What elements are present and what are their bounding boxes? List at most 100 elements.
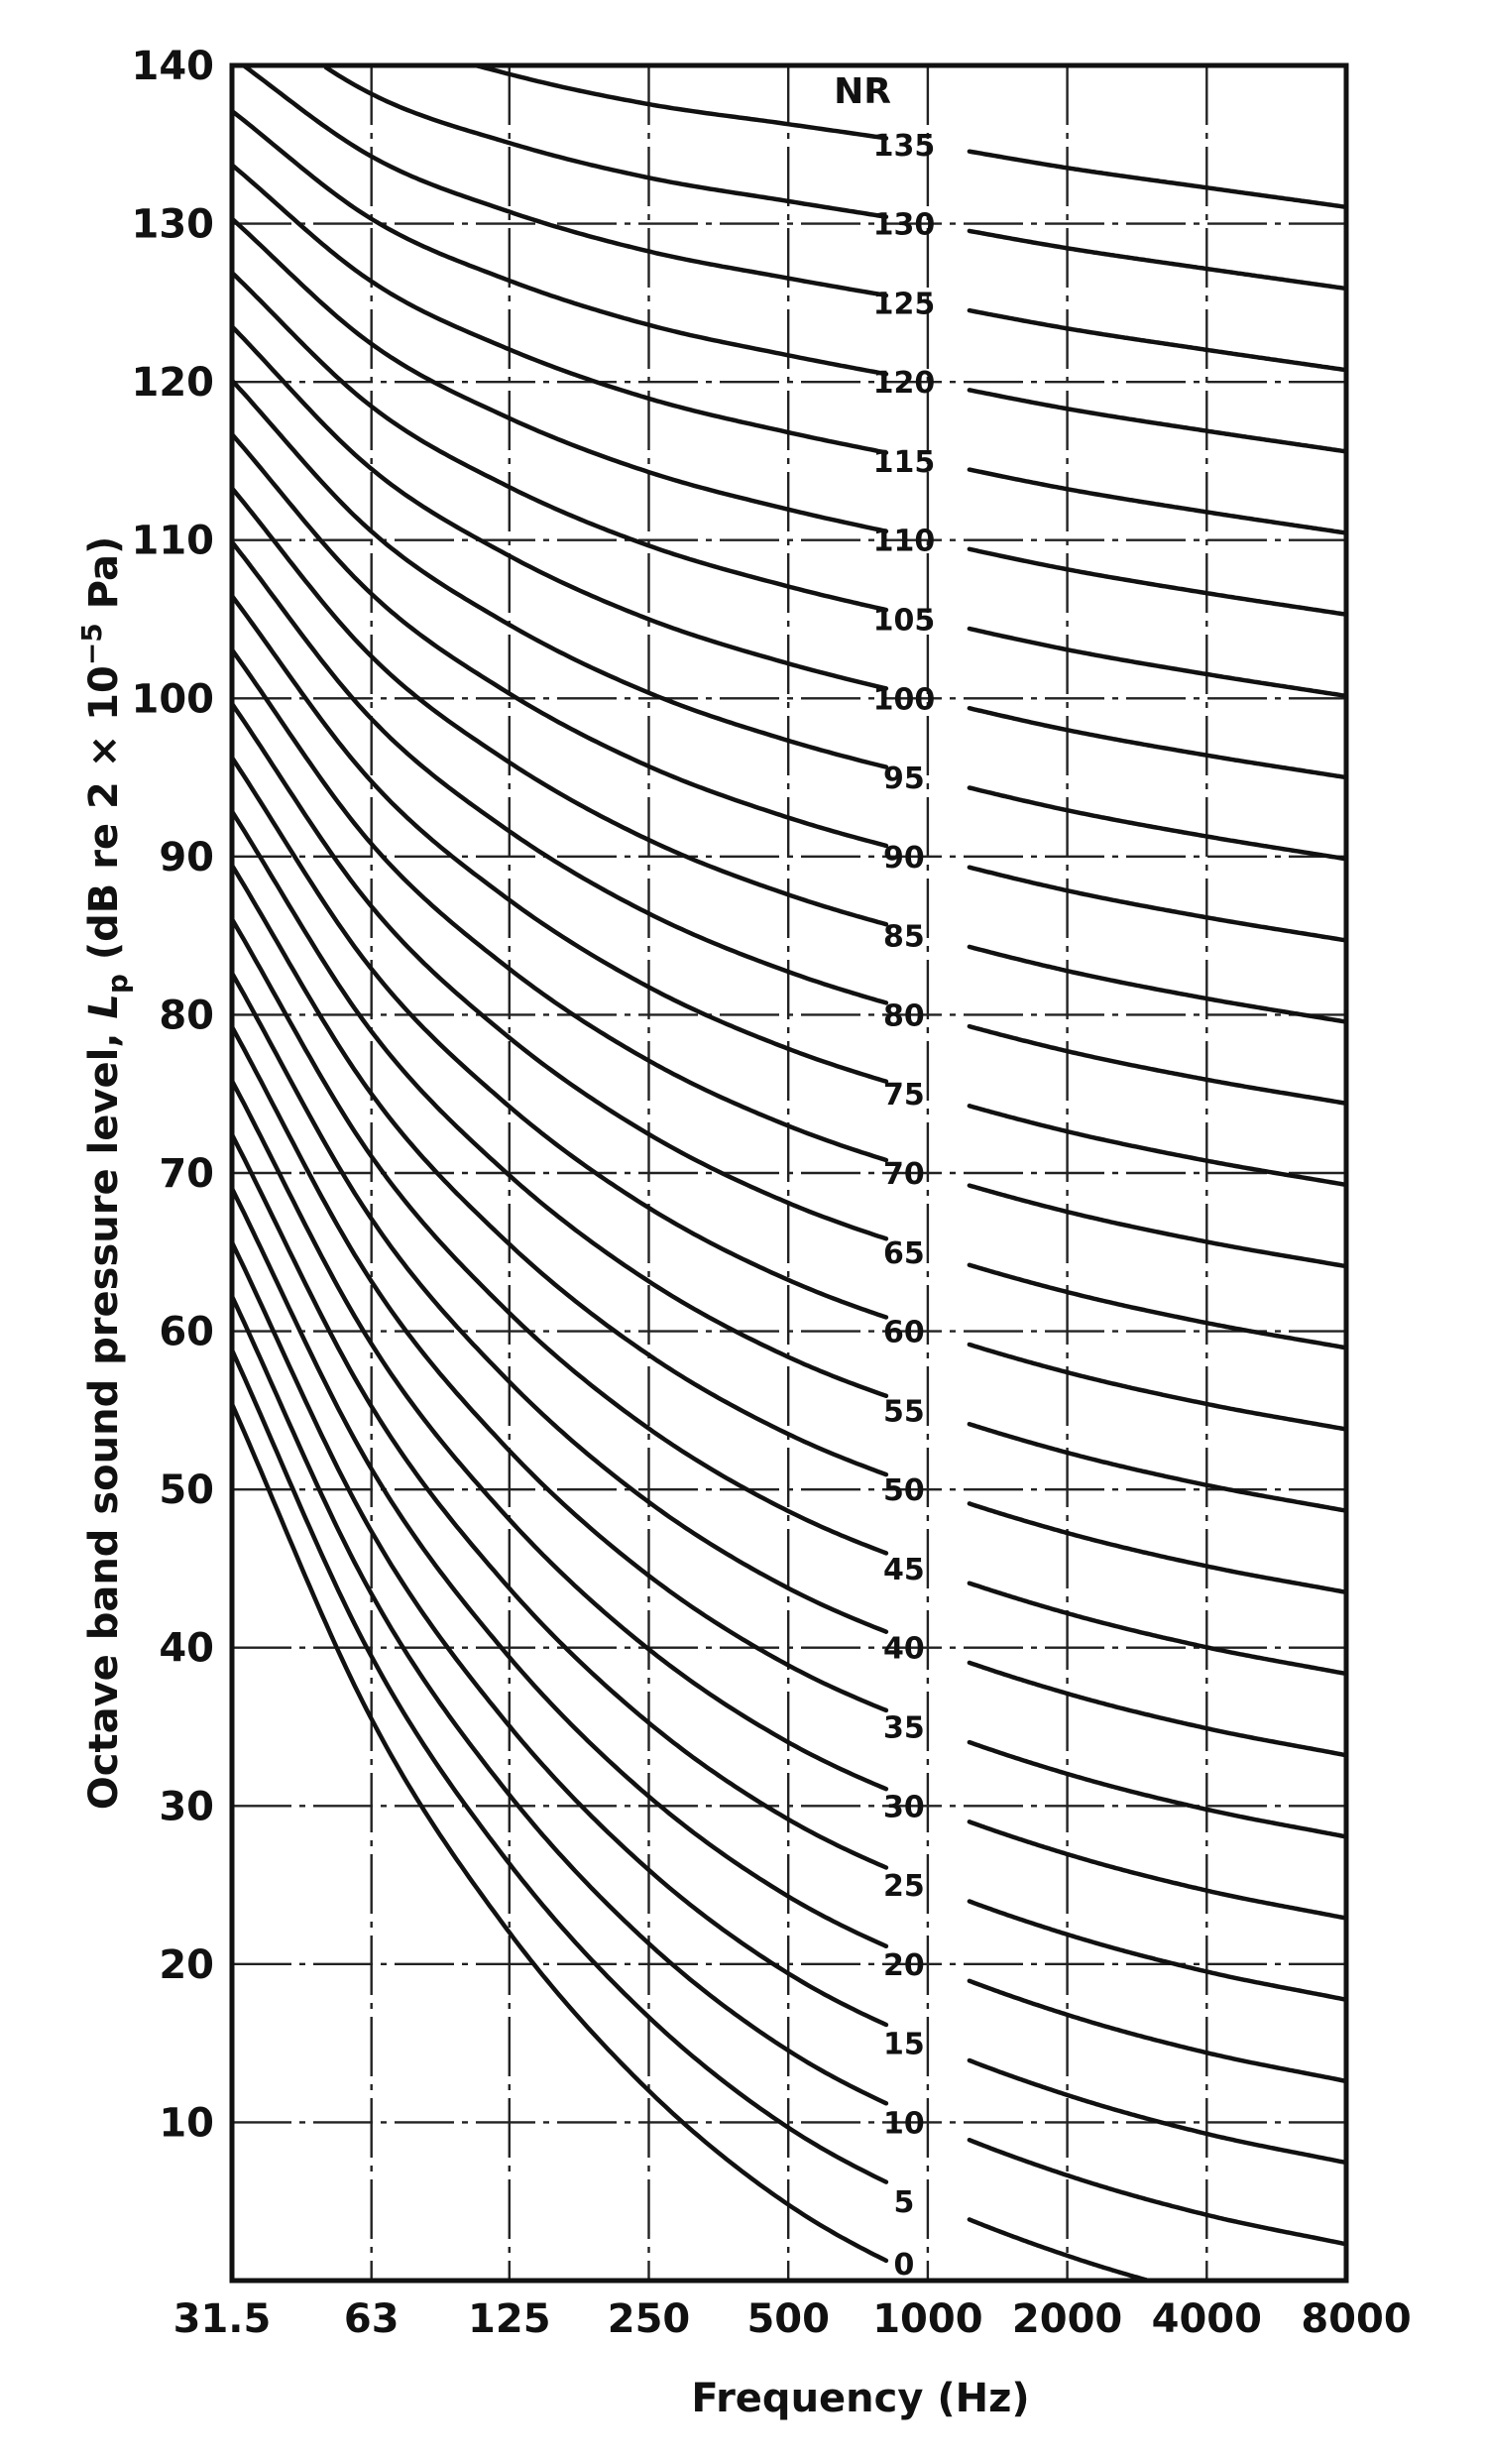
y-tick-label: 70 bbox=[159, 1151, 214, 1197]
y-tick-label: 130 bbox=[132, 202, 215, 248]
x-axis-ticks: 31.5 63 125 250 500 1000 2000 4000 8000 bbox=[173, 2296, 1412, 2342]
nr-label-set: 0 5 10 15 20 25 30 35 40 45 50 55 60 65 70 75 80 85 90 95 10… bbox=[873, 129, 936, 2283]
nr-curve-set bbox=[229, 63, 1349, 2283]
nr-curve-right bbox=[967, 388, 1349, 454]
y-axis-title-unit-post: Pa) bbox=[81, 536, 127, 623]
nr-curve-right bbox=[967, 1739, 1349, 1839]
nr-curve-label: 15 bbox=[883, 2028, 925, 2062]
nr-curve-label: 50 bbox=[883, 1473, 925, 1508]
nr-curve-label: 135 bbox=[873, 129, 936, 164]
nr-curve bbox=[229, 1078, 1349, 1921]
nr-curve-right bbox=[967, 785, 1349, 862]
nr-curve-label: 10 bbox=[883, 2106, 925, 2141]
nr-curve-left bbox=[242, 63, 889, 298]
nr-curve-right bbox=[967, 1023, 1349, 1107]
x-tick-label: 125 bbox=[468, 2296, 551, 2342]
nr-curve-right bbox=[967, 1501, 1349, 1595]
nr-curve-left bbox=[229, 1132, 889, 1870]
nr-curve-right bbox=[967, 865, 1349, 943]
nr-curve bbox=[229, 1401, 889, 2264]
nr-curve-right bbox=[967, 2217, 1149, 2283]
nr-curve bbox=[229, 1348, 1149, 2283]
nr-curve bbox=[229, 647, 1349, 1269]
nr-curve bbox=[229, 216, 1349, 617]
nr-curve-right bbox=[967, 149, 1349, 210]
nr-curve-left bbox=[229, 916, 889, 1556]
nr-curve-right bbox=[967, 1978, 1349, 2084]
y-axis-title-unit-exp: −5 bbox=[75, 623, 108, 665]
nr-curve-right bbox=[967, 1421, 1349, 1513]
nr-curve bbox=[229, 809, 1349, 1513]
nr-curve bbox=[229, 431, 1349, 943]
nr-curve-label: 110 bbox=[873, 525, 936, 559]
nr-curve-left bbox=[229, 593, 889, 1084]
y-tick-label: 20 bbox=[159, 1942, 214, 1988]
x-tick-label: 63 bbox=[344, 2296, 400, 2342]
nr-curve-right bbox=[967, 1262, 1349, 1350]
nr-curve bbox=[229, 1024, 1349, 1839]
y-axis-title: Octave band sound pressure level, Lp (dB… bbox=[75, 536, 134, 1811]
nr-curve-right bbox=[967, 1342, 1349, 1432]
nr-curve-label: 75 bbox=[883, 1078, 925, 1113]
nr-curve-left bbox=[229, 1294, 889, 2106]
nr-curve-label: 30 bbox=[883, 1790, 925, 1824]
nr-curve-left bbox=[229, 1239, 889, 2028]
nr-curve-label: 105 bbox=[873, 604, 936, 639]
y-axis-title-unit-pre: (dB re 2 × 10 bbox=[81, 665, 127, 974]
y-axis-title-var: L bbox=[81, 994, 127, 1019]
nr-curve-right bbox=[967, 1660, 1349, 1758]
nr-curve-label: 20 bbox=[883, 1948, 925, 1983]
nr-curve-right bbox=[967, 467, 1349, 535]
nr-curve-right bbox=[967, 1104, 1349, 1188]
nr-curve-left bbox=[229, 324, 889, 691]
nr-curve-right bbox=[967, 546, 1349, 617]
nr-curve-left bbox=[229, 809, 889, 1399]
nr-curve bbox=[229, 324, 1349, 780]
nr-curve-label: 100 bbox=[873, 682, 936, 717]
nr-series-heading: NR bbox=[834, 71, 891, 112]
nr-curve-right bbox=[967, 626, 1349, 699]
nr-curve-right bbox=[967, 307, 1349, 373]
nr-curve-label: 130 bbox=[873, 208, 936, 243]
nr-curve-label: 115 bbox=[873, 445, 936, 480]
nr-curve-label: 35 bbox=[883, 1711, 925, 1746]
nr-curve bbox=[229, 378, 1349, 862]
nr-curve-left bbox=[229, 163, 889, 455]
nr-curve-left bbox=[229, 755, 889, 1320]
nr-curve-right bbox=[967, 1819, 1349, 1921]
nr-curve bbox=[229, 539, 1349, 1107]
nr-curve-left bbox=[229, 539, 889, 1005]
nr-curve-left bbox=[229, 378, 889, 769]
nr-curve bbox=[229, 593, 1349, 1188]
nr-curve bbox=[229, 1239, 1349, 2166]
nr-curve bbox=[229, 1294, 1349, 2247]
nr-curve-label: 120 bbox=[873, 366, 936, 401]
nr-curve bbox=[229, 486, 1349, 1024]
grid bbox=[232, 65, 1346, 2281]
y-axis-ticks: 10 20 30 40 50 60 70 80 90 100 110 120 130 140 bbox=[132, 44, 215, 2146]
nr-curve-label: 5 bbox=[893, 2185, 914, 2220]
nr-curve-label: 60 bbox=[883, 1316, 925, 1350]
nr-curve-left bbox=[229, 270, 889, 613]
nr-curve bbox=[229, 916, 1349, 1677]
nr-curve-left bbox=[229, 1348, 889, 2184]
nr-curve bbox=[229, 1132, 1349, 2003]
nr-curve-right bbox=[967, 705, 1349, 780]
nr-curve-left bbox=[475, 63, 889, 141]
nr-curve-right bbox=[967, 1899, 1349, 2003]
y-tick-label: 10 bbox=[159, 2100, 214, 2146]
nr-curve-label: 45 bbox=[883, 1553, 925, 1587]
y-tick-label: 120 bbox=[132, 360, 215, 406]
x-axis-title: Frequency (Hz) bbox=[691, 2376, 1029, 2421]
nr-curve-label: 95 bbox=[883, 762, 925, 796]
x-tick-label: 4000 bbox=[1152, 2296, 1262, 2342]
x-tick-label: 2000 bbox=[1012, 2296, 1122, 2342]
nr-curve-label: 90 bbox=[883, 841, 925, 876]
nr-curve bbox=[229, 270, 1349, 699]
y-tick-label: 100 bbox=[132, 676, 215, 722]
y-tick-label: 40 bbox=[159, 1626, 214, 1672]
nr-curve-label: 55 bbox=[883, 1394, 925, 1429]
nr-curve-label: 70 bbox=[883, 1157, 925, 1192]
nr-curve-left bbox=[229, 701, 889, 1241]
